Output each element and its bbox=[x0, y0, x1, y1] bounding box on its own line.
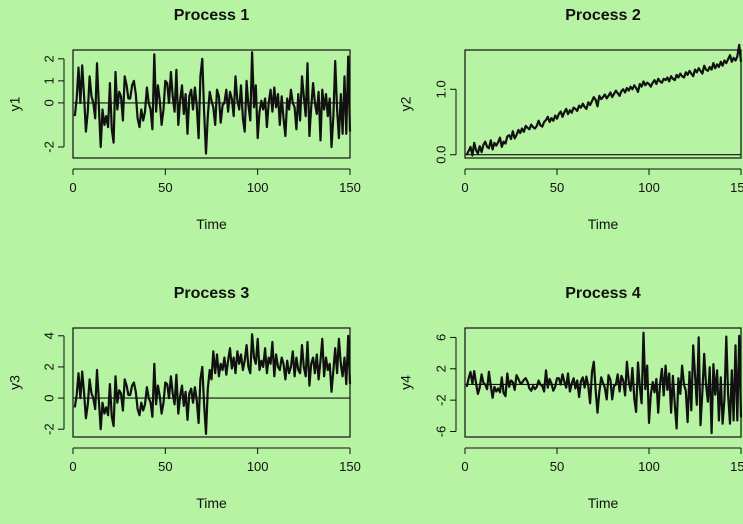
y-tick-label: 2 bbox=[41, 55, 56, 62]
series-line bbox=[465, 331, 743, 435]
y-tick-label: 0.0 bbox=[433, 146, 448, 164]
x-tick-label: 50 bbox=[550, 180, 564, 195]
x-axis-label: Time bbox=[196, 216, 227, 232]
y-tick-label: -2 bbox=[41, 141, 56, 153]
y-axis-label: y4 bbox=[398, 375, 414, 390]
y-tick-label: 1 bbox=[41, 77, 56, 84]
x-tick-label: 50 bbox=[550, 459, 564, 474]
x-tick-label: 100 bbox=[638, 180, 660, 195]
y-tick-label: -2 bbox=[433, 394, 448, 406]
x-tick-label: 150 bbox=[339, 180, 361, 195]
x-tick-label: 100 bbox=[247, 180, 269, 195]
x-axis-label: Time bbox=[588, 216, 619, 232]
chart-title: Process 3 bbox=[174, 285, 250, 302]
panel-2: Process 2 0 50 100 150 0.0 1.0 Time y2 bbox=[398, 7, 743, 232]
x-tick-label: 0 bbox=[461, 180, 468, 195]
x-tick-label: 0 bbox=[69, 459, 76, 474]
x-tick-label: 0 bbox=[461, 459, 468, 474]
y-tick-label: -2 bbox=[41, 423, 56, 435]
y-axis-label: y1 bbox=[7, 96, 23, 111]
y-axis-label: y3 bbox=[7, 375, 23, 390]
panel-1: Process 1 0 50 100 150 -2 0 1 2 Time y1 bbox=[7, 7, 361, 232]
chart-title: Process 4 bbox=[565, 285, 641, 302]
y-tick-label: 4 bbox=[41, 332, 56, 339]
x-tick-label: 150 bbox=[730, 459, 743, 474]
x-tick-label: 150 bbox=[339, 459, 361, 474]
chart-title: Process 2 bbox=[565, 7, 641, 24]
series-line bbox=[73, 333, 352, 435]
y-tick-label: -6 bbox=[433, 426, 448, 438]
x-tick-label: 50 bbox=[158, 459, 172, 474]
chart-title: Process 1 bbox=[174, 7, 250, 24]
panel-3: Process 3 0 50 100 150 -2 0 2 4 Time y3 bbox=[7, 285, 361, 511]
y-tick-label: 0 bbox=[41, 99, 56, 106]
y-tick-label: 0 bbox=[41, 394, 56, 401]
y-tick-label: 2 bbox=[41, 363, 56, 370]
x-tick-label: 100 bbox=[247, 459, 269, 474]
plot-frame bbox=[464, 49, 742, 159]
x-tick-label: 150 bbox=[730, 180, 743, 195]
x-tick-label: 100 bbox=[638, 459, 660, 474]
x-tick-label: 0 bbox=[69, 180, 76, 195]
y-tick-label: 2 bbox=[433, 365, 448, 372]
series-line bbox=[465, 43, 743, 157]
x-tick-label: 50 bbox=[158, 180, 172, 195]
y-tick-label: 6 bbox=[433, 334, 448, 341]
x-axis-label: Time bbox=[196, 495, 227, 511]
series-line bbox=[73, 51, 352, 155]
y-tick-label: 1.0 bbox=[433, 80, 448, 98]
y-axis-label: y2 bbox=[398, 96, 414, 111]
panel-4: Process 4 0 50 100 150 -6 -2 2 6 Time y4 bbox=[398, 285, 743, 511]
x-axis-label: Time bbox=[588, 495, 619, 511]
